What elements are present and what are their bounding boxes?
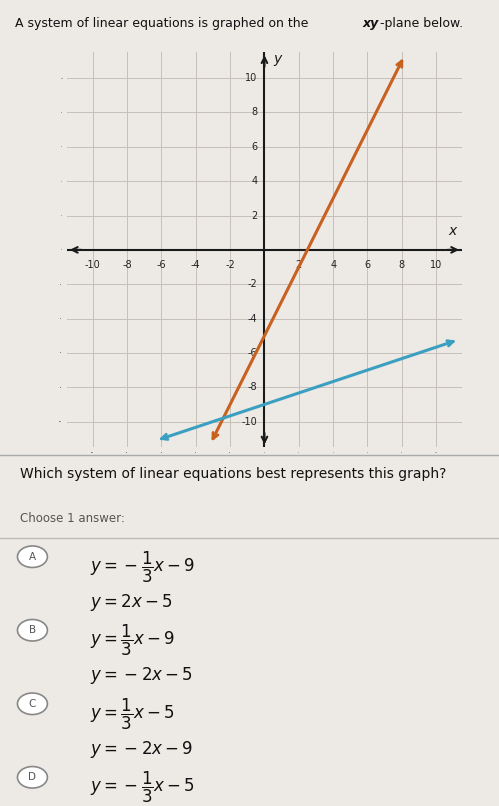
Text: 4: 4 <box>251 177 257 186</box>
Text: 8: 8 <box>251 107 257 118</box>
Text: -2: -2 <box>225 260 235 270</box>
Text: $y = -2x - 5$: $y = -2x - 5$ <box>90 666 193 687</box>
Text: $y = \dfrac{1}{3}x - 9$: $y = \dfrac{1}{3}x - 9$ <box>90 623 175 659</box>
Circle shape <box>17 767 47 788</box>
Text: Which system of linear equations best represents this graph?: Which system of linear equations best re… <box>20 467 446 481</box>
Text: -6: -6 <box>248 348 257 358</box>
Text: -plane below.: -plane below. <box>380 17 464 30</box>
Circle shape <box>17 693 47 715</box>
Text: 2: 2 <box>251 210 257 221</box>
Text: -4: -4 <box>191 260 201 270</box>
Text: -8: -8 <box>122 260 132 270</box>
Text: A: A <box>29 552 36 562</box>
Text: 10: 10 <box>430 260 442 270</box>
Text: -6: -6 <box>157 260 166 270</box>
Text: $y = \dfrac{1}{3}x - 5$: $y = \dfrac{1}{3}x - 5$ <box>90 696 175 732</box>
Circle shape <box>17 620 47 641</box>
Text: xy: xy <box>362 17 379 30</box>
Text: C: C <box>29 699 36 708</box>
Text: -4: -4 <box>248 314 257 323</box>
Text: $y = -2x - 9$: $y = -2x - 9$ <box>90 739 193 760</box>
Text: -8: -8 <box>248 382 257 393</box>
Text: 2: 2 <box>296 260 302 270</box>
Circle shape <box>17 546 47 567</box>
Text: 10: 10 <box>246 73 257 83</box>
Text: A system of linear equations is graphed on the: A system of linear equations is graphed … <box>15 17 312 30</box>
Text: 6: 6 <box>251 142 257 152</box>
Text: D: D <box>28 772 36 783</box>
Text: $x$: $x$ <box>448 224 459 238</box>
Text: 8: 8 <box>399 260 405 270</box>
Text: 4: 4 <box>330 260 336 270</box>
Text: B: B <box>29 625 36 635</box>
Text: $y = -\dfrac{1}{3}x - 9$: $y = -\dfrac{1}{3}x - 9$ <box>90 550 195 585</box>
Text: $y = -\dfrac{1}{3}x - 5$: $y = -\dfrac{1}{3}x - 5$ <box>90 771 195 805</box>
Text: -10: -10 <box>85 260 101 270</box>
Text: -10: -10 <box>242 417 257 426</box>
Text: $y$: $y$ <box>273 53 284 69</box>
Text: 6: 6 <box>364 260 371 270</box>
Text: -2: -2 <box>248 279 257 289</box>
Text: Choose 1 answer:: Choose 1 answer: <box>20 512 125 525</box>
Text: $y = 2x - 5$: $y = 2x - 5$ <box>90 592 172 613</box>
